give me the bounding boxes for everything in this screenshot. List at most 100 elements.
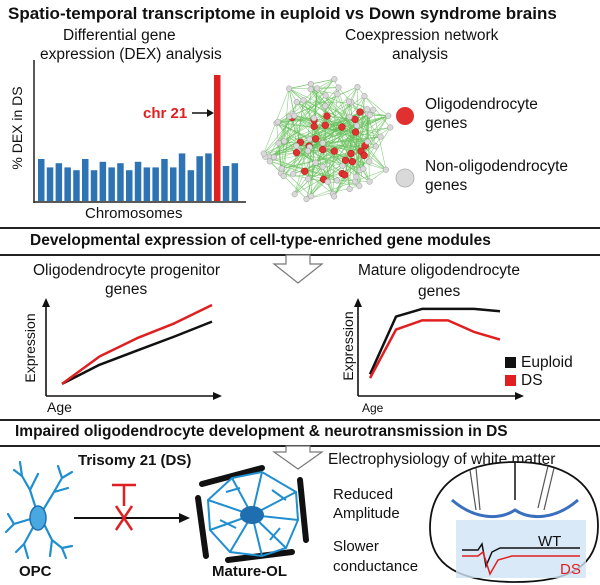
- legend-non-text-2: genes: [425, 177, 468, 194]
- network-edge: [278, 116, 290, 144]
- network-node-non: [319, 163, 326, 170]
- dex-bar: [178, 153, 186, 201]
- series-line-euploid: [368, 307, 501, 375]
- network-node-non: [291, 112, 298, 119]
- dex-heading-1: Differential gene: [63, 27, 176, 44]
- network-edge: [327, 94, 338, 182]
- network-node-non: [335, 84, 342, 91]
- network-edge: [304, 171, 334, 195]
- network-edge: [289, 87, 339, 89]
- down-arrow-1: [272, 254, 324, 284]
- network-node-oligo: [351, 128, 360, 136]
- dex-bar: [205, 153, 212, 201]
- network-edge: [273, 87, 339, 158]
- network-node-non: [334, 91, 341, 98]
- network-edge: [341, 86, 358, 128]
- network-node-non: [333, 177, 341, 184]
- network-node-non: [306, 136, 313, 143]
- legend-ds-swatch: [505, 375, 516, 386]
- network-node-non: [387, 124, 394, 131]
- network-edge: [337, 94, 364, 169]
- network-node-non: [260, 150, 267, 157]
- mature-plot-title-2: genes: [418, 283, 461, 300]
- network-node-non: [293, 142, 300, 149]
- network-node-non: [339, 162, 346, 169]
- network-node-non: [372, 143, 379, 150]
- network-edge: [292, 87, 339, 174]
- network-edge: [277, 115, 327, 123]
- chr21-label: chr 21: [143, 105, 188, 122]
- network-edge: [281, 172, 328, 183]
- network-edge: [276, 117, 314, 124]
- network-node-oligo: [338, 123, 346, 131]
- network-edge: [322, 149, 335, 197]
- network-edge: [263, 142, 323, 154]
- network-edge: [352, 109, 374, 162]
- network-edge: [372, 109, 387, 170]
- slower-text-2: conductance: [333, 558, 419, 575]
- network-node-non: [312, 159, 319, 166]
- network-node-non: [370, 106, 377, 113]
- dex-bar: [143, 167, 151, 201]
- network-edge: [341, 126, 370, 182]
- network-node-non: [286, 85, 293, 92]
- dex-bar: [73, 170, 80, 201]
- network-node-non: [356, 182, 363, 189]
- network-node-non: [293, 99, 300, 106]
- section2-title: Developmental expression of cell-type-en…: [30, 232, 491, 249]
- network-edge: [316, 78, 335, 89]
- network-node-oligo: [323, 112, 331, 120]
- network-edge: [281, 168, 312, 197]
- network-edge: [367, 113, 370, 162]
- mature-plot-title-1: Mature oligodendrocyte: [358, 262, 520, 279]
- network-node-non: [303, 196, 310, 203]
- network-node-non: [346, 185, 353, 193]
- opc-plot-title-2: genes: [105, 281, 148, 298]
- network-edge: [294, 115, 357, 126]
- network-node-non: [281, 138, 288, 145]
- network-edge: [269, 141, 368, 162]
- network-node-non: [353, 173, 360, 180]
- network-node-non: [361, 93, 368, 100]
- network-node-non: [385, 112, 392, 119]
- network-node-non: [310, 115, 318, 122]
- mature-ol-icon: [195, 465, 309, 563]
- network-node-oligo: [301, 167, 309, 175]
- network-edge: [333, 155, 365, 197]
- network-node-non: [377, 133, 384, 140]
- page-title: Spatio-temporal transcriptome in euploid…: [8, 4, 557, 23]
- network-node-non: [305, 175, 312, 182]
- dex-bar: [90, 170, 98, 201]
- dex-bar: [38, 159, 45, 201]
- series-line-ds: [61, 303, 213, 385]
- opc-plot: [42, 298, 222, 400]
- network-edge: [364, 95, 389, 116]
- network-edge: [360, 111, 389, 117]
- network-node-non: [345, 98, 353, 105]
- network-node-oligo: [330, 147, 338, 155]
- mature-plot-xlabel: Age: [362, 401, 384, 415]
- dex-bar: [134, 161, 142, 201]
- dex-bar: [55, 163, 63, 201]
- network-edge: [269, 79, 335, 162]
- network-edge: [296, 101, 324, 144]
- network-edge: [304, 150, 335, 172]
- network-node-non: [322, 102, 329, 110]
- dex-bar: [82, 159, 89, 201]
- dex-bar: [46, 167, 54, 201]
- network-edge: [322, 149, 357, 177]
- network-edge: [276, 122, 301, 143]
- network-node-non: [307, 80, 314, 88]
- reduced-text-2: Amplitude: [333, 505, 400, 522]
- section3-title: Impaired oligodendrocyte development & n…: [15, 423, 508, 440]
- legend-ds-text: DS: [521, 372, 543, 389]
- legend-oligo-text-2: genes: [425, 115, 468, 132]
- dex-bar: [187, 170, 195, 201]
- dex-bar: [108, 167, 115, 201]
- network-edge: [284, 119, 315, 142]
- network-node-non: [278, 165, 285, 172]
- trace-ds-label: DS: [560, 561, 581, 578]
- network-heading-2: analysis: [392, 46, 448, 63]
- network-edge: [273, 140, 285, 158]
